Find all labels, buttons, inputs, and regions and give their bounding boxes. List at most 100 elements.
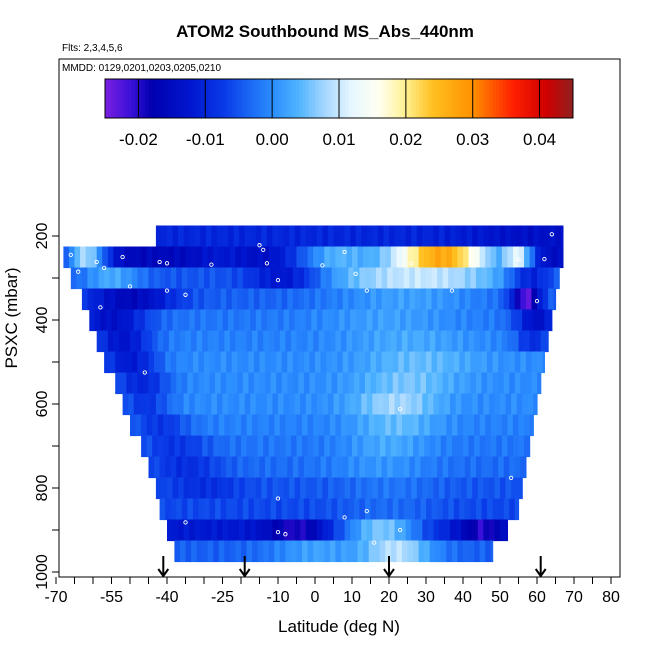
heatmap-cell (409, 498, 416, 521)
heatmap-cell (422, 393, 429, 416)
heatmap-cell (340, 435, 348, 458)
heatmap-cell (278, 477, 285, 500)
heatmap-cell (487, 372, 494, 395)
colorbar-segment (399, 79, 404, 118)
heatmap-cell (239, 309, 246, 332)
heatmap-cell (398, 351, 405, 374)
heatmap-cell (216, 477, 224, 500)
heatmap-cell (407, 540, 414, 563)
dates-label: MMDD: 0129,0201,0203,0205,0210 (62, 63, 221, 74)
heatmap-cell (437, 288, 444, 311)
heatmap-cell (492, 351, 499, 374)
heatmap-cell (376, 498, 383, 521)
heatmap-cell (490, 414, 497, 437)
colorbar-segment (422, 79, 427, 118)
heatmap-cell (272, 477, 279, 500)
heatmap-cell (483, 225, 490, 248)
colorbar-segment (419, 79, 424, 118)
colorbar-segment (459, 79, 464, 118)
heatmap-cell (435, 330, 442, 353)
heatmap-cell (544, 225, 551, 248)
heatmap-cell (435, 540, 442, 563)
heatmap-cell (126, 372, 133, 395)
heatmap-cell (355, 225, 362, 248)
heatmap-cell (400, 477, 407, 500)
heatmap-cell (229, 246, 237, 269)
colorbar-segment (369, 79, 373, 118)
heatmap-cell (424, 435, 431, 458)
heatmap-cell (185, 540, 192, 563)
heatmap-cell (383, 225, 390, 248)
heatmap-cell (514, 351, 521, 374)
heatmap-cell (472, 309, 479, 332)
heatmap-cell (120, 288, 127, 311)
heatmap-cell (313, 246, 320, 269)
heatmap-cell (93, 288, 100, 311)
heatmap-cell (409, 267, 416, 290)
heatmap-cell (322, 519, 329, 542)
heatmap-cell (342, 372, 349, 395)
heatmap-cell (448, 372, 455, 395)
heatmap-cell (459, 456, 466, 479)
heatmap-cell (337, 267, 344, 290)
sample-point (397, 527, 403, 533)
heatmap-cell (511, 393, 518, 416)
heatmap-cell (411, 309, 418, 332)
heatmap-cell (253, 372, 261, 395)
heatmap-cell (370, 372, 377, 395)
heatmap-cell (187, 372, 194, 395)
heatmap-cell (379, 414, 386, 437)
heatmap-cell (200, 477, 207, 500)
colorbar-segment (429, 79, 434, 118)
heatmap-cell (498, 267, 505, 290)
heatmap-cell (255, 225, 262, 248)
heatmap-cell (461, 393, 468, 416)
heatmap-cell (440, 435, 447, 458)
sample-point (183, 292, 188, 297)
heatmap-cell (414, 498, 422, 521)
heatmap-cell (503, 372, 510, 395)
heatmap-cell (226, 288, 233, 311)
heatmap-cell (514, 267, 521, 290)
heatmap-cell (204, 498, 211, 521)
y-tick-label: 1000 (34, 554, 51, 590)
heatmap-cell (257, 414, 264, 437)
heatmap-cell (379, 246, 386, 269)
y-tick-label: 200 (34, 223, 51, 250)
heatmap-cell (357, 246, 364, 269)
heatmap-cell (524, 435, 531, 458)
heatmap-cell (318, 435, 325, 458)
heatmap-cell (407, 330, 414, 353)
heatmap-cell (409, 456, 416, 479)
heatmap-cell (353, 267, 360, 290)
heatmap-cell (248, 351, 255, 374)
heatmap-cell (192, 456, 200, 479)
heatmap-cell (514, 288, 521, 311)
heatmap-cell (179, 246, 187, 269)
x-tick-label: 50 (491, 589, 509, 606)
heatmap-cell (298, 456, 305, 479)
heatmap-cell (167, 477, 174, 500)
heatmap-cell (407, 246, 414, 269)
heatmap-cell (255, 477, 262, 500)
heatmap-cell (474, 414, 481, 437)
heatmap-cell (468, 414, 475, 437)
colorbar-segment (181, 79, 186, 118)
heatmap-cell (413, 246, 420, 269)
heatmap-cell (335, 330, 342, 353)
heatmap-cell (426, 288, 433, 311)
heatmap-cell (263, 540, 270, 563)
heatmap-cell (503, 498, 510, 521)
heatmap-cell (468, 246, 475, 269)
heatmap-cell (124, 246, 131, 269)
heatmap-cell (335, 435, 342, 458)
heatmap-cell (461, 225, 468, 248)
heatmap-cell (344, 309, 351, 332)
heatmap-cell (302, 540, 309, 563)
heatmap-cell (191, 330, 198, 353)
colorbar-segment (135, 79, 139, 118)
heatmap-cell (126, 288, 133, 311)
heatmap-cell (533, 309, 540, 332)
heatmap-cell (555, 225, 562, 248)
heatmap-cell (529, 246, 536, 269)
